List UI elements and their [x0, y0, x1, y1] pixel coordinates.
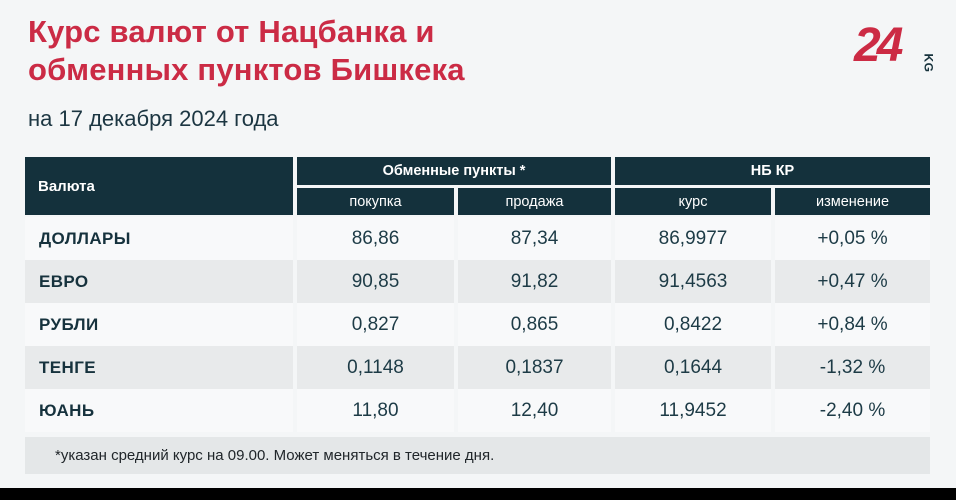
column-header-sell: продажа	[458, 188, 611, 215]
cell-change: +0,84 %	[775, 303, 930, 346]
column-group-nbkr: НБ КР	[615, 157, 930, 185]
table-body: ДОЛЛАРЫ 86,86 87,34 86,9977 +0,05 % ЕВРО…	[25, 217, 930, 432]
cell-currency: ДОЛЛАРЫ	[25, 217, 293, 260]
table-row: ДОЛЛАРЫ 86,86 87,34 86,9977 +0,05 %	[25, 217, 930, 260]
table-row: ЕВРО 90,85 91,82 91,4563 +0,47 %	[25, 260, 930, 303]
page-title-line1: Курс валют от Нацбанка и	[28, 14, 435, 49]
cell-buy: 0,1148	[297, 346, 454, 389]
table-row: ТЕНГЕ 0,1148 0,1837 0,1644 -1,32 %	[25, 346, 930, 389]
cell-sell: 0,865	[458, 303, 611, 346]
cell-sell: 12,40	[458, 389, 611, 432]
page-title: Курс валют от Нацбанка и обменных пункто…	[28, 13, 465, 89]
bottom-black-bar	[0, 488, 956, 500]
cell-buy: 11,80	[297, 389, 454, 432]
table-row: ЮАНЬ 11,80 12,40 11,9452 -2,40 %	[25, 389, 930, 432]
cell-sell: 91,82	[458, 260, 611, 303]
cell-currency: ЮАНЬ	[25, 389, 293, 432]
cell-rate: 91,4563	[615, 260, 771, 303]
cell-currency: ТЕНГЕ	[25, 346, 293, 389]
cell-buy: 86,86	[297, 217, 454, 260]
column-header-change: изменение	[775, 188, 930, 215]
cell-rate: 0,1644	[615, 346, 771, 389]
cell-buy: 90,85	[297, 260, 454, 303]
footnote-text: *указан средний курс на 09.00. Может мен…	[55, 447, 495, 464]
logo-24kg: 24 KG	[854, 19, 936, 74]
cell-change: +0,05 %	[775, 217, 930, 260]
table-header: Валюта Обменные пункты * НБ КР покупка п…	[25, 157, 930, 215]
logo-kg-label: KG	[921, 53, 936, 73]
cell-sell: 87,34	[458, 217, 611, 260]
cell-rate: 86,9977	[615, 217, 771, 260]
cell-change: -1,32 %	[775, 346, 930, 389]
footnote-band: *указан средний курс на 09.00. Может мен…	[25, 437, 930, 474]
table-row: РУБЛИ 0,827 0,865 0,8422 +0,84 %	[25, 303, 930, 346]
column-group-exchange-offices: Обменные пункты *	[297, 157, 611, 185]
column-header-rate: курс	[615, 188, 771, 215]
cell-rate: 0,8422	[615, 303, 771, 346]
column-header-buy: покупка	[297, 188, 454, 215]
cell-change: -2,40 %	[775, 389, 930, 432]
cell-currency: РУБЛИ	[25, 303, 293, 346]
logo-24-icon: 24	[854, 19, 903, 72]
cell-buy: 0,827	[297, 303, 454, 346]
rates-table: Валюта Обменные пункты * НБ КР покупка п…	[25, 157, 930, 432]
cell-sell: 0,1837	[458, 346, 611, 389]
cell-change: +0,47 %	[775, 260, 930, 303]
cell-rate: 11,9452	[615, 389, 771, 432]
page-title-line2: обменных пунктов Бишкека	[28, 52, 465, 87]
column-header-currency: Валюта	[25, 157, 293, 215]
date-subtitle: на 17 декабря 2024 года	[28, 106, 279, 131]
cell-currency: ЕВРО	[25, 260, 293, 303]
